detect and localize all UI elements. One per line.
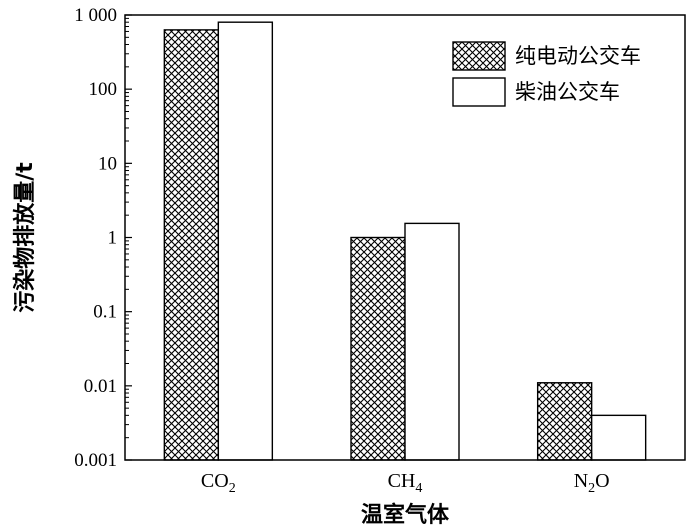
y-tick-label: 0.001: [74, 450, 117, 471]
bar-diesel-0: [217, 21, 274, 461]
x-tick-label: CH4: [388, 470, 423, 496]
legend-swatch-electric: [452, 41, 506, 71]
bar-diesel-2: [590, 414, 647, 461]
bar-diesel-1: [404, 222, 460, 461]
y-tick-label: 10: [98, 153, 117, 174]
y-tick-label: 1: [108, 228, 118, 249]
bar-electric-1: [350, 236, 406, 461]
y-tick-label: 1 000: [74, 5, 117, 26]
x-tick-label-subscript: 4: [415, 481, 422, 496]
y-tick-label: 0.1: [93, 302, 117, 323]
x-tick-label-subscript: 2: [588, 481, 595, 496]
x-tick-label-subscript: 2: [229, 481, 236, 496]
x-tick-label: N2O: [574, 470, 610, 496]
legend-label-diesel: 柴油公交车: [515, 80, 620, 104]
x-tick-label-tail: O: [595, 470, 609, 492]
x-tick-label-base: N: [574, 470, 588, 492]
y-axis-title: 污染物排放量/t: [12, 162, 38, 313]
x-axis-title: 温室气体: [361, 502, 450, 528]
y-tick-label: 0.01: [84, 376, 117, 397]
y-tick-label: 100: [89, 79, 118, 100]
legend-swatch-diesel: [452, 77, 506, 107]
bar-electric-0: [163, 29, 220, 461]
x-tick-label-base: CO: [201, 470, 229, 492]
x-tick-label-base: CH: [388, 470, 416, 492]
bar-electric-2: [536, 382, 593, 461]
legend-label-electric: 纯电动公交车: [515, 44, 641, 68]
x-tick-label: CO2: [201, 470, 236, 496]
